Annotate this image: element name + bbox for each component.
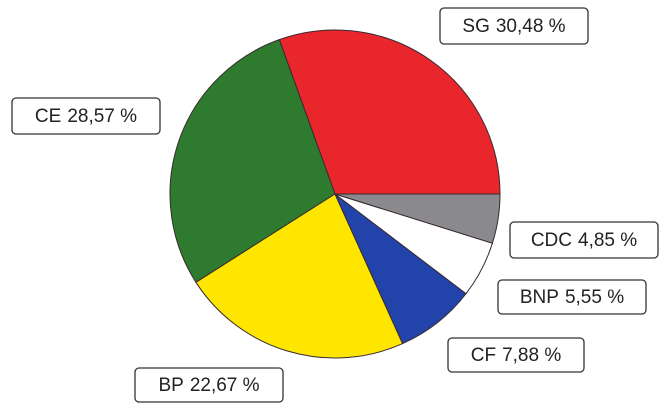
pie-slice [278,29,501,195]
category-name: SG [462,16,489,37]
slice-label: SG 30,48 % [462,16,565,37]
label-box [11,97,161,135]
category-name: CF [471,345,496,366]
label-box [439,7,589,45]
label-box [509,221,659,259]
category-name: BP [158,375,183,396]
category-name: CE [35,106,61,127]
pie-slice [334,193,501,244]
value-label: 5,55 % [565,287,624,308]
label-box [497,279,647,315]
pie-slice [169,38,336,283]
slice-label: BP 22,67 % [158,375,259,396]
label-box [134,367,284,403]
slice-label: BNP 5,55 % [520,287,624,308]
value-label: 30,48 % [496,16,566,37]
category-name: CDC [531,230,572,251]
label-box [447,337,585,373]
value-label: 7,88 % [502,345,561,366]
slice-label: CE 28,57 % [35,106,137,127]
pie-slice [195,193,404,359]
value-label: 28,57 % [67,106,137,127]
category-name: BNP [520,287,559,308]
value-label: 22,67 % [190,375,260,396]
slice-label: CF 7,88 % [471,345,562,366]
value-label: 4,85 % [578,230,637,251]
slice-label: CDC 4,85 % [531,230,637,251]
